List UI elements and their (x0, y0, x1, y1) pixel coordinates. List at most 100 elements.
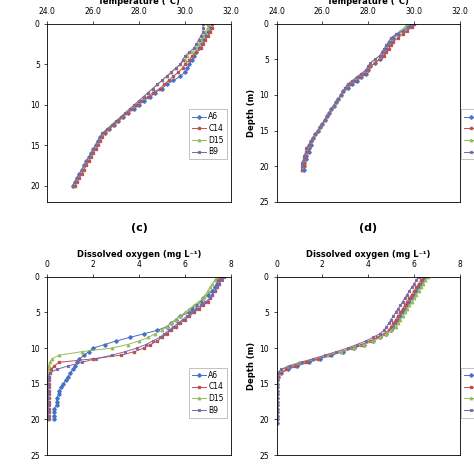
C14 (106, 126, 112, 132)
A6 (395, 317, 401, 322)
C14 (315, 356, 320, 362)
A6 (136, 102, 142, 108)
C14 (274, 384, 280, 390)
A6 (51, 413, 57, 419)
A6 (74, 175, 80, 181)
B9 (166, 328, 172, 333)
B9 (411, 281, 417, 287)
B9 (127, 106, 133, 111)
B9 (407, 25, 412, 30)
B9 (136, 98, 142, 103)
C14 (46, 374, 52, 380)
B9 (45, 402, 50, 408)
B9 (177, 61, 183, 67)
C14 (207, 29, 213, 35)
D15 (45, 399, 50, 404)
B9 (173, 65, 179, 71)
C14 (97, 138, 103, 144)
A6 (198, 299, 204, 305)
D15 (210, 281, 215, 287)
C14 (86, 159, 91, 164)
B9 (45, 413, 50, 419)
D15 (278, 367, 284, 373)
B9 (164, 73, 169, 79)
C14 (191, 310, 197, 315)
C14 (47, 370, 53, 376)
D15 (202, 29, 208, 35)
X-axis label: Dissolved oxygen (mg L⁻¹): Dissolved oxygen (mg L⁻¹) (306, 250, 430, 259)
A6 (70, 183, 75, 189)
A6 (88, 150, 94, 156)
B9 (274, 399, 280, 404)
D15 (198, 37, 204, 43)
A6 (148, 94, 154, 100)
D15 (56, 352, 62, 358)
A6 (193, 49, 199, 55)
B9 (274, 417, 280, 422)
B9 (313, 131, 319, 137)
B9 (157, 335, 163, 340)
A6 (155, 328, 160, 333)
B9 (386, 39, 392, 45)
A6 (303, 153, 309, 158)
A6 (275, 374, 281, 380)
D15 (422, 277, 428, 283)
B9 (118, 114, 124, 120)
B9 (301, 153, 307, 158)
A6 (377, 56, 383, 62)
C14 (193, 49, 199, 55)
B9 (274, 392, 280, 397)
Line: C14: C14 (301, 22, 415, 171)
D15 (326, 110, 332, 116)
Line: D15: D15 (275, 275, 429, 424)
B9 (216, 281, 222, 287)
C14 (301, 160, 307, 165)
A6 (388, 39, 394, 45)
A6 (391, 324, 396, 329)
Line: A6: A6 (53, 275, 220, 420)
C14 (274, 406, 280, 411)
A6 (303, 156, 309, 162)
A6 (74, 359, 80, 365)
C14 (404, 299, 410, 305)
B9 (388, 35, 394, 41)
B9 (402, 295, 408, 301)
D15 (46, 363, 51, 369)
B9 (275, 370, 281, 376)
A6 (383, 46, 389, 52)
B9 (333, 349, 339, 355)
B9 (180, 57, 185, 63)
B9 (79, 167, 84, 173)
Line: A6: A6 (303, 22, 410, 171)
Line: C14: C14 (275, 275, 424, 424)
A6 (116, 118, 121, 124)
C14 (395, 313, 401, 319)
D15 (299, 164, 304, 169)
B9 (92, 142, 98, 148)
D15 (152, 331, 158, 337)
A6 (363, 71, 369, 76)
B9 (326, 110, 332, 116)
C14 (411, 288, 417, 294)
D15 (349, 78, 355, 83)
B9 (303, 146, 309, 151)
B9 (388, 317, 394, 322)
B9 (393, 32, 399, 37)
D15 (274, 399, 280, 404)
A6 (383, 331, 389, 337)
A6 (159, 86, 165, 91)
C14 (326, 110, 332, 116)
D15 (45, 402, 50, 408)
B9 (363, 338, 369, 344)
C14 (347, 82, 353, 87)
C14 (46, 388, 51, 394)
B9 (54, 367, 59, 373)
B9 (274, 377, 280, 383)
A6 (336, 96, 341, 101)
C14 (46, 410, 51, 415)
D15 (122, 110, 128, 116)
C14 (313, 131, 319, 137)
B9 (201, 21, 206, 27)
B9 (342, 85, 348, 91)
B9 (331, 103, 337, 109)
